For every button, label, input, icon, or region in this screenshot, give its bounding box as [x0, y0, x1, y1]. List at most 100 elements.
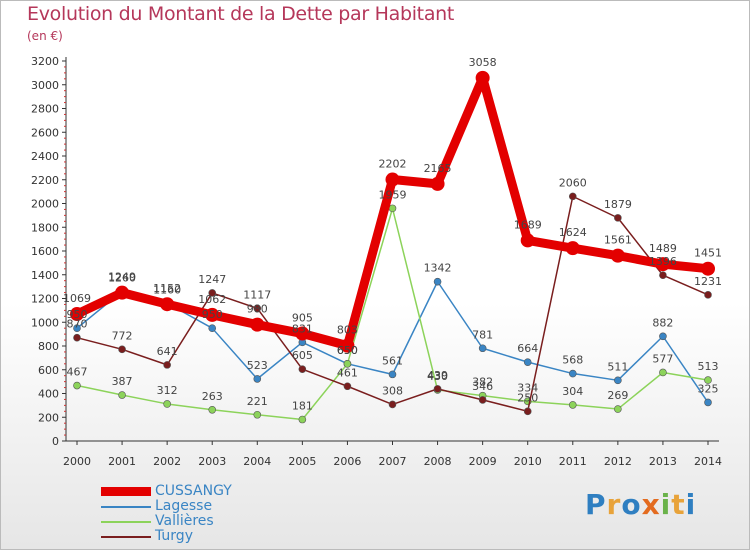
- data-label-lagesse: 1160: [153, 283, 181, 296]
- legend-swatch-turgy: [101, 536, 151, 538]
- data-label-turgy: 461: [337, 366, 358, 379]
- data-label-vallières: 304: [562, 385, 583, 398]
- data-point-cussangy: [205, 307, 220, 322]
- y-tick-label: 1600: [31, 245, 59, 258]
- data-label-cussangy: 1451: [694, 247, 722, 260]
- data-label-lagesse: 1260: [108, 271, 136, 284]
- data-point-lagesse: [388, 370, 397, 379]
- data-label-lagesse: 882: [652, 316, 673, 329]
- data-point-cussangy: [70, 307, 84, 322]
- data-label-turgy: 308: [382, 384, 403, 397]
- data-label-vallières: 312: [157, 384, 178, 397]
- logo-letter: i: [660, 488, 672, 521]
- data-label-turgy: 1879: [604, 198, 632, 211]
- y-tick-label: 2400: [31, 150, 59, 163]
- logo-letter: r: [606, 488, 622, 521]
- data-label-vallières: 181: [292, 400, 313, 413]
- data-label-vallières: 430: [427, 370, 448, 383]
- x-tick-label: 2012: [604, 455, 632, 468]
- y-tick-label: 800: [38, 340, 59, 353]
- y-tick-label: 2600: [31, 126, 59, 139]
- data-point-vallières: [298, 415, 307, 424]
- data-label-lagesse: 950: [67, 308, 88, 321]
- data-point-lagesse: [73, 324, 81, 332]
- data-point-turgy: [253, 304, 262, 313]
- data-point-cussangy: [160, 297, 175, 312]
- data-point-cussangy: [250, 317, 265, 332]
- data-point-cussangy: [340, 338, 355, 353]
- data-point-vallières: [659, 368, 667, 377]
- legend-swatch-cussangy: [101, 487, 151, 496]
- data-point-turgy: [523, 407, 532, 416]
- data-point-turgy: [614, 214, 622, 222]
- data-label-turgy: 1247: [198, 273, 226, 286]
- data-point-cussangy: [701, 261, 715, 276]
- data-label-cussangy: 1152: [153, 282, 181, 295]
- y-tick-label: 1400: [31, 269, 59, 282]
- data-label-cussangy: 1249: [108, 271, 136, 284]
- data-label-turgy: 1396: [649, 255, 677, 268]
- data-label-turgy: 439: [427, 369, 448, 382]
- y-tick-label: 2800: [31, 103, 59, 116]
- data-label-cussangy: 803: [337, 324, 358, 337]
- data-point-lagesse: [253, 375, 262, 383]
- data-point-vallières: [73, 381, 81, 390]
- x-tick-label: 2005: [288, 455, 316, 468]
- data-point-turgy: [73, 333, 81, 342]
- data-point-turgy: [568, 192, 577, 201]
- data-label-vallières: 467: [67, 366, 88, 379]
- data-label-vallières: 334: [517, 381, 538, 394]
- data-point-lagesse: [433, 277, 442, 286]
- data-label-turgy: 772: [112, 329, 133, 342]
- x-tick-label: 2014: [694, 455, 722, 468]
- data-label-lagesse: 650: [337, 344, 358, 357]
- data-label-cussangy: 905: [292, 312, 313, 325]
- x-tick-label: 2008: [424, 455, 452, 468]
- logo-letter: o: [621, 488, 642, 521]
- proxiti-logo: Proxiti: [585, 488, 696, 521]
- data-point-turgy: [163, 361, 171, 369]
- data-point-vallières: [388, 204, 397, 213]
- y-tick-label: 3000: [31, 79, 59, 92]
- data-label-turgy: 2060: [559, 176, 587, 189]
- data-point-cussangy: [475, 70, 490, 85]
- legend-label-turgy: Turgy: [155, 528, 193, 544]
- data-point-vallières: [118, 391, 126, 399]
- data-label-lagesse: 523: [247, 359, 268, 372]
- data-point-cussangy: [565, 241, 580, 256]
- data-point-lagesse: [208, 324, 217, 332]
- data-point-vallières: [343, 360, 352, 368]
- data-label-cussangy: 1624: [559, 226, 587, 239]
- x-tick-label: 2000: [63, 455, 91, 468]
- data-point-vallières: [704, 376, 712, 384]
- data-label-lagesse: 568: [562, 354, 583, 367]
- y-tick-label: 200: [38, 411, 59, 424]
- data-point-vallières: [163, 400, 171, 408]
- data-point-lagesse: [704, 398, 712, 407]
- x-tick-label: 2006: [333, 455, 361, 468]
- logo-letter: i: [685, 488, 697, 521]
- data-label-vallières: 387: [112, 375, 133, 388]
- logo-letter: x: [641, 488, 661, 521]
- x-tick-label: 2010: [514, 455, 542, 468]
- data-point-cussangy: [430, 176, 445, 191]
- data-point-cussangy: [610, 248, 625, 263]
- data-label-turgy: 605: [292, 349, 313, 362]
- data-label-turgy: 641: [157, 345, 178, 358]
- x-tick-label: 2003: [198, 455, 226, 468]
- data-point-turgy: [433, 385, 442, 393]
- data-label-vallières: 263: [202, 390, 223, 403]
- y-tick-label: 1200: [31, 293, 59, 306]
- y-tick-label: 400: [38, 388, 59, 401]
- data-label-turgy: 250: [517, 391, 538, 404]
- data-point-cussangy: [385, 172, 400, 187]
- data-label-turgy: 870: [67, 318, 88, 331]
- y-tick-label: 1800: [31, 221, 59, 234]
- data-point-turgy: [388, 400, 397, 409]
- data-label-cussangy: 1062: [198, 293, 226, 306]
- data-point-turgy: [208, 289, 217, 297]
- data-label-lagesse: 561: [382, 354, 403, 367]
- data-label-cussangy: 1069: [63, 292, 91, 305]
- data-point-vallières: [568, 401, 577, 409]
